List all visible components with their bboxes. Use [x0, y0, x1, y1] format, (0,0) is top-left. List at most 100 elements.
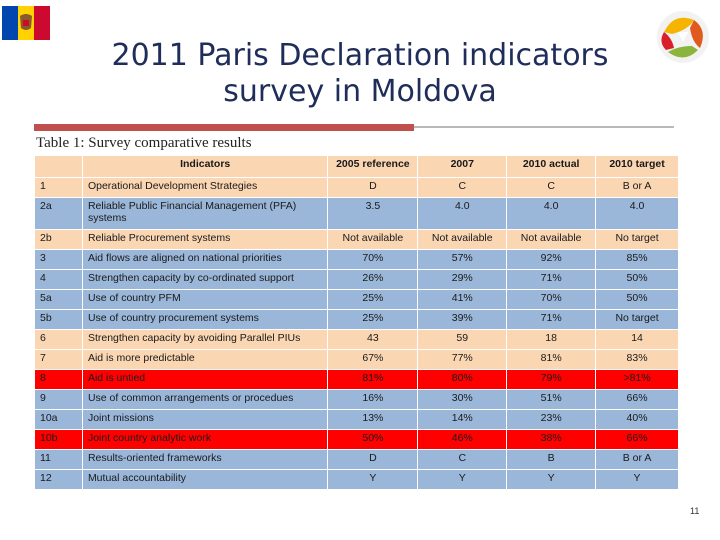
- row-indicator: Use of country PFM: [81, 289, 329, 310]
- row-2010-actual: 38%: [506, 429, 597, 450]
- row-id: 3: [34, 249, 83, 270]
- table-row: 5a Use of country PFM 25% 41% 70% 50%: [34, 289, 679, 310]
- table-row: 4 Strengthen capacity by co-ordinated su…: [34, 269, 679, 290]
- row-2010-target: 66%: [595, 429, 679, 450]
- row-indicator: Reliable Public Financial Management (PF…: [81, 197, 329, 230]
- row-2007: 39%: [417, 309, 508, 330]
- row-2005-reference: 26%: [327, 269, 419, 290]
- row-2005-reference: Not available: [327, 229, 419, 250]
- row-2010-target: 14: [595, 329, 679, 350]
- row-2010-target: 4.0: [595, 197, 679, 230]
- row-2010-target: 66%: [595, 389, 679, 410]
- row-2005-reference: 25%: [327, 309, 419, 330]
- row-indicator: Strengthen capacity by co-ordinated supp…: [81, 269, 329, 290]
- row-id: 12: [34, 469, 83, 490]
- row-indicator: Joint missions: [81, 409, 329, 430]
- row-indicator: Aid is untied: [81, 369, 329, 390]
- row-2010-target: 50%: [595, 289, 679, 310]
- table-row: 12 Mutual accountability Y Y Y Y: [34, 469, 679, 490]
- row-indicator: Use of common arrangements or procedues: [81, 389, 329, 410]
- page-title: 2011 Paris Declaration indicators survey…: [111, 38, 609, 109]
- table-row: 10b Joint country analytic work 50% 46% …: [34, 429, 679, 450]
- row-2007: 46%: [417, 429, 508, 450]
- page-number: 11: [690, 506, 700, 516]
- row-2010-actual: 71%: [506, 269, 597, 290]
- row-2010-actual: Y: [506, 469, 597, 490]
- row-indicator: Strengthen capacity by avoiding Parallel…: [81, 329, 329, 350]
- header-number: [34, 155, 83, 178]
- row-indicator: Use of country procurement systems: [81, 309, 329, 330]
- table-row: 2b Reliable Procurement systems Not avai…: [34, 229, 679, 250]
- row-indicator: Results-oriented frameworks: [81, 449, 329, 470]
- row-2010-target: 50%: [595, 269, 679, 290]
- row-2005-reference: 50%: [327, 429, 419, 450]
- table-row: 10a Joint missions 13% 14% 23% 40%: [34, 409, 679, 430]
- row-id: 10a: [34, 409, 83, 430]
- row-2005-reference: 3.5: [327, 197, 419, 230]
- row-2005-reference: Y: [327, 469, 419, 490]
- moldova-flag-icon: [2, 6, 50, 40]
- row-2007: Not available: [417, 229, 508, 250]
- row-id: 9: [34, 389, 83, 410]
- row-2007: 14%: [417, 409, 508, 430]
- title-divider-accent: [34, 124, 414, 131]
- row-id: 2a: [34, 197, 83, 230]
- row-indicator: Joint country analytic work: [81, 429, 329, 450]
- row-indicator: Operational Development Strategies: [81, 177, 329, 198]
- row-2010-actual: 70%: [506, 289, 597, 310]
- header-2010-actual: 2010 actual: [506, 155, 597, 178]
- row-2007: 4.0: [417, 197, 508, 230]
- row-2010-target: B or A: [595, 449, 679, 470]
- row-2010-actual: 92%: [506, 249, 597, 270]
- row-id: 11: [34, 449, 83, 470]
- table-row: 9 Use of common arrangements or procedue…: [34, 389, 679, 410]
- row-2005-reference: 13%: [327, 409, 419, 430]
- row-indicator: Mutual accountability: [81, 469, 329, 490]
- table-row: 8 Aid is untied 81% 80% 79% >81%: [34, 369, 679, 390]
- row-id: 5a: [34, 289, 83, 310]
- row-2005-reference: D: [327, 177, 419, 198]
- row-2010-actual: 51%: [506, 389, 597, 410]
- row-2007: 57%: [417, 249, 508, 270]
- row-2005-reference: 43: [327, 329, 419, 350]
- row-2010-actual: Not available: [506, 229, 597, 250]
- row-2007: 41%: [417, 289, 508, 310]
- row-2007: 80%: [417, 369, 508, 390]
- row-2010-target: 85%: [595, 249, 679, 270]
- row-indicator: Aid is more predictable: [81, 349, 329, 370]
- row-2010-actual: 23%: [506, 409, 597, 430]
- row-indicator: Aid flows are aligned on national priori…: [81, 249, 329, 270]
- row-2010-target: No target: [595, 229, 679, 250]
- row-2010-target: No target: [595, 309, 679, 330]
- header-2007: 2007: [417, 155, 508, 178]
- row-2010-actual: 71%: [506, 309, 597, 330]
- table-row: 11 Results-oriented frameworks D C B B o…: [34, 449, 679, 470]
- row-2010-actual: 18: [506, 329, 597, 350]
- row-id: 1: [34, 177, 83, 198]
- row-id: 7: [34, 349, 83, 370]
- title-divider-line: [414, 126, 674, 128]
- row-2010-target: 83%: [595, 349, 679, 370]
- table-row: 6 Strengthen capacity by avoiding Parall…: [34, 329, 679, 350]
- row-id: 10b: [34, 429, 83, 450]
- row-2010-actual: C: [506, 177, 597, 198]
- row-2005-reference: 70%: [327, 249, 419, 270]
- row-2007: C: [417, 177, 508, 198]
- row-2005-reference: 67%: [327, 349, 419, 370]
- row-2010-actual: 81%: [506, 349, 597, 370]
- header-2010-target: 2010 target: [595, 155, 679, 178]
- row-2007: 59: [417, 329, 508, 350]
- row-2010-target: >81%: [595, 369, 679, 390]
- row-2007: Y: [417, 469, 508, 490]
- survey-results-table: Indicators 2005 reference 2007 2010 actu…: [34, 155, 679, 490]
- row-2010-actual: 79%: [506, 369, 597, 390]
- row-2010-target: Y: [595, 469, 679, 490]
- row-2010-target: 40%: [595, 409, 679, 430]
- table-header-row: Indicators 2005 reference 2007 2010 actu…: [34, 155, 679, 178]
- row-2007: C: [417, 449, 508, 470]
- row-2007: 29%: [417, 269, 508, 290]
- row-2010-target: B or A: [595, 177, 679, 198]
- table-row: 1 Operational Development Strategies D C…: [34, 177, 679, 198]
- table-row: 3 Aid flows are aligned on national prio…: [34, 249, 679, 270]
- row-2010-actual: 4.0: [506, 197, 597, 230]
